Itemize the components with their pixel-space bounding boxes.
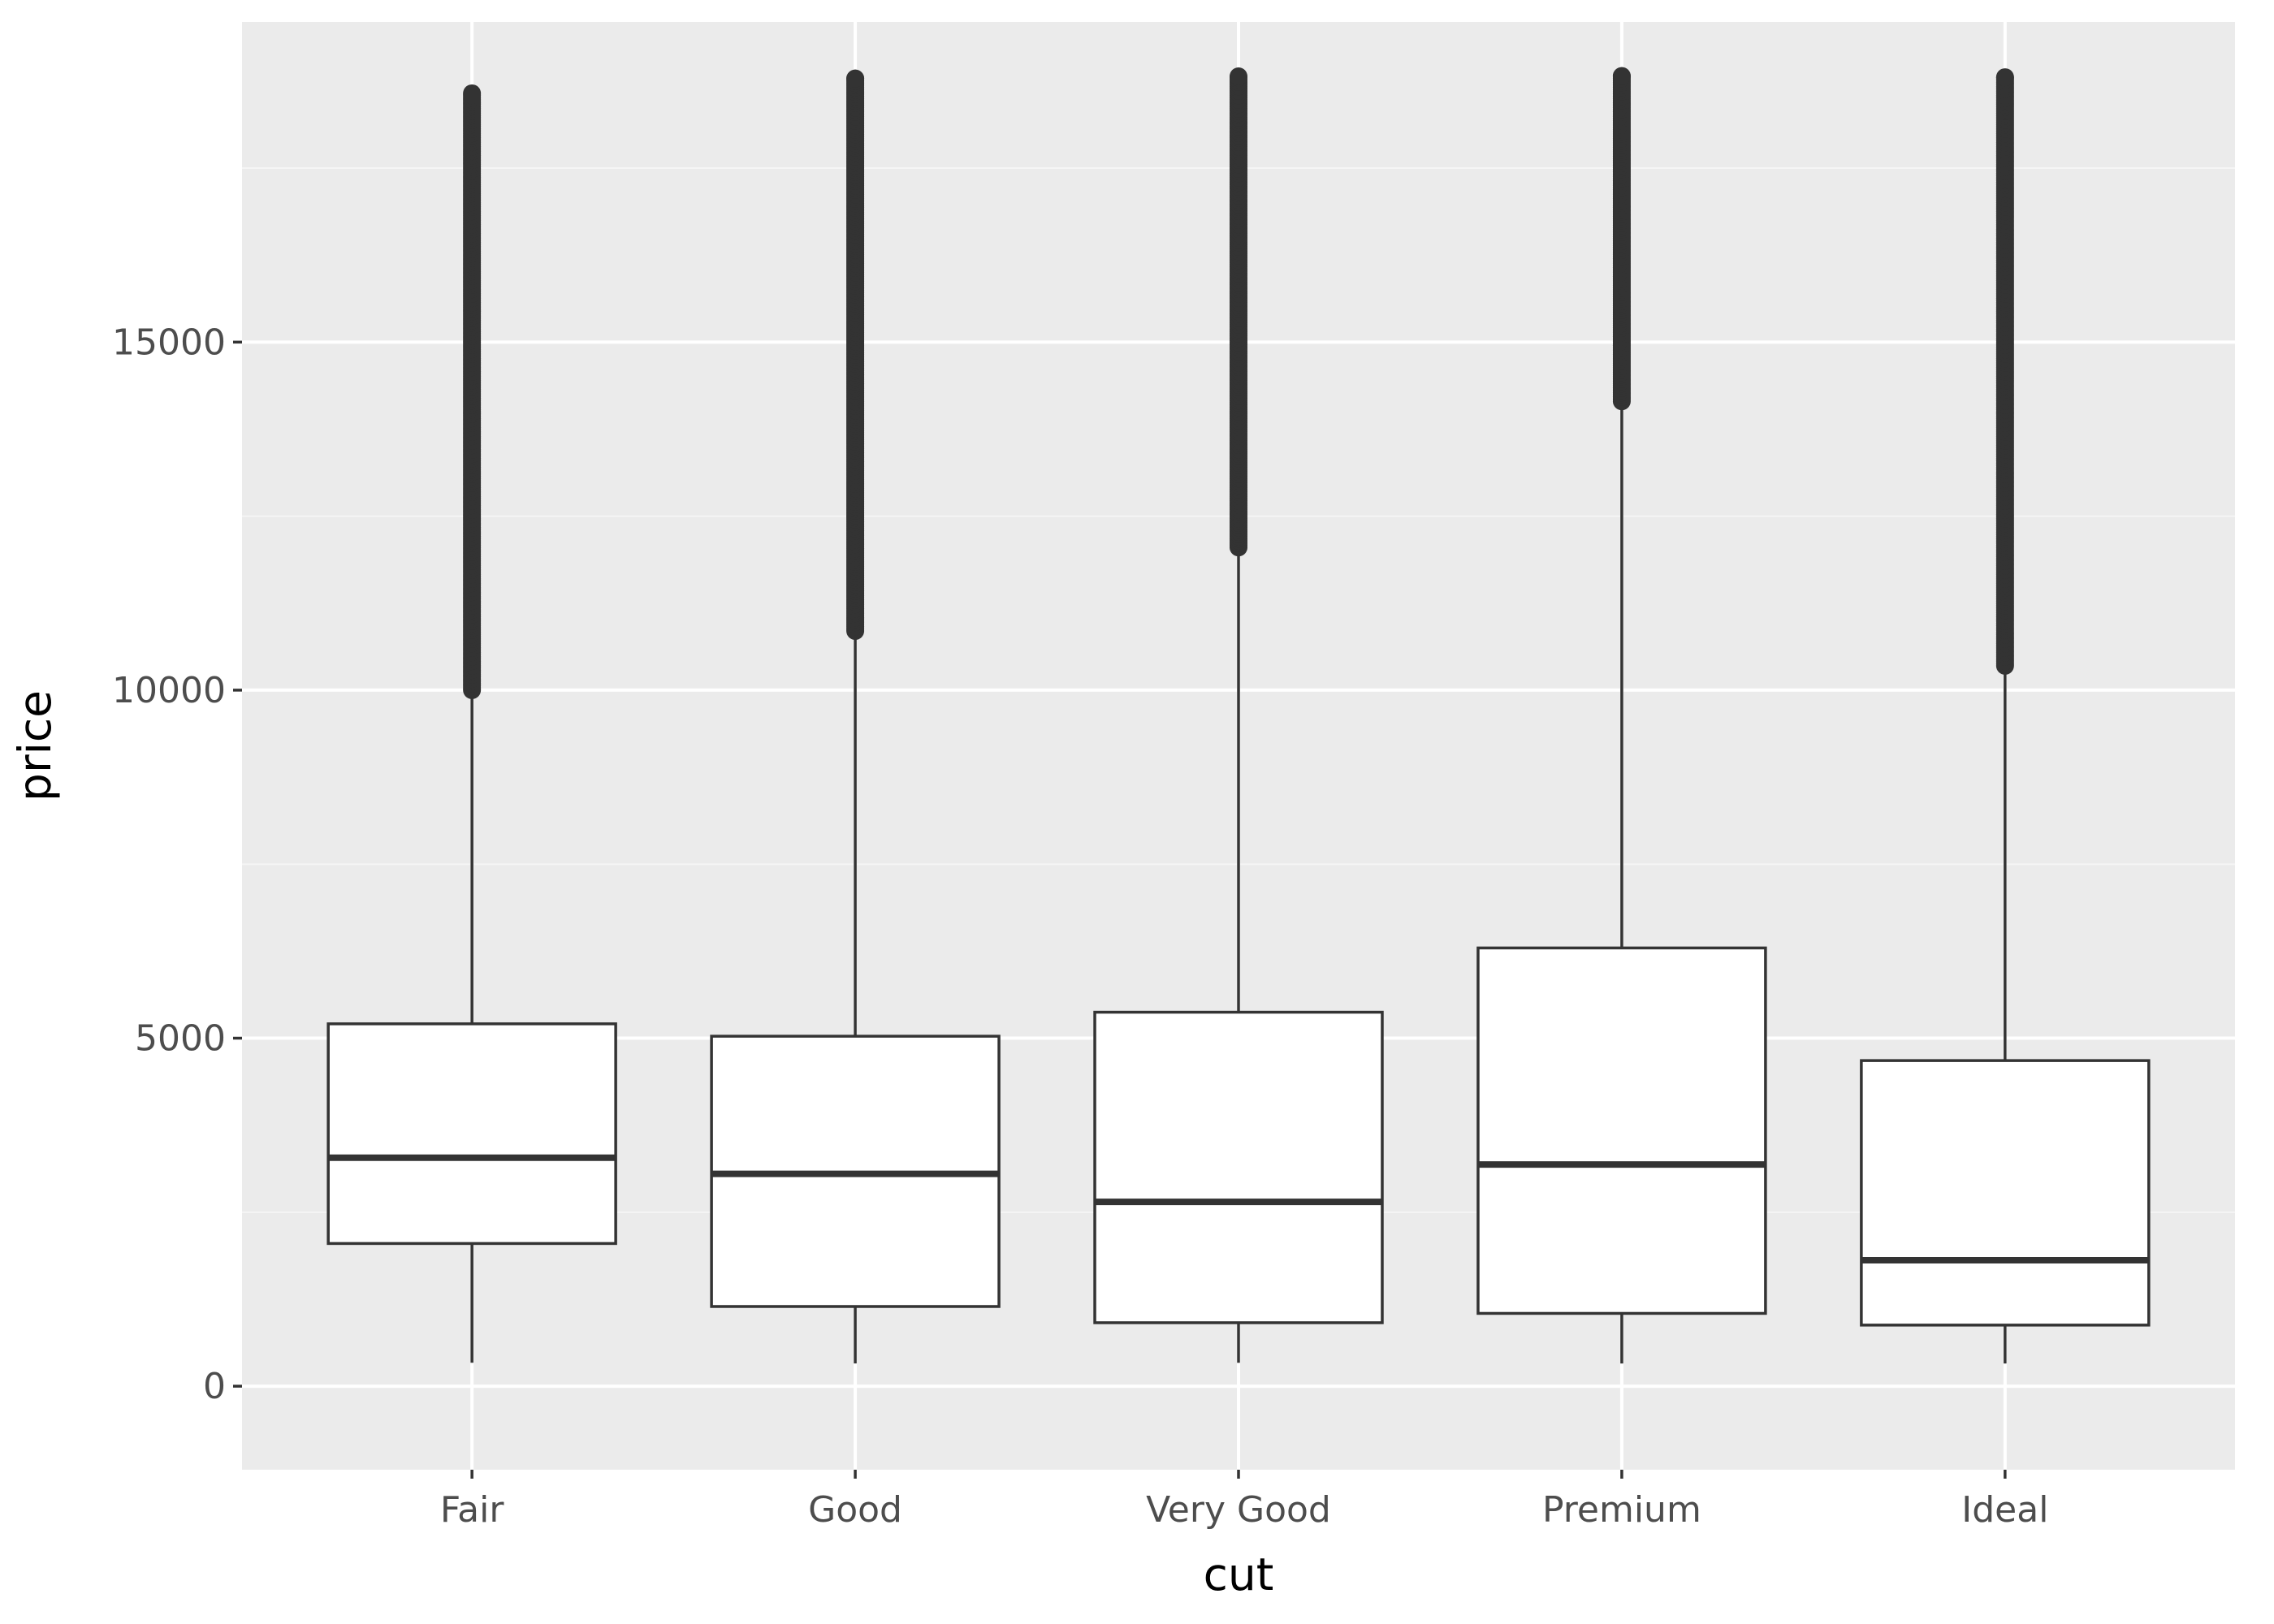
outlier-point-fair: [463, 84, 482, 102]
y-tick-label: 10000: [112, 670, 226, 711]
outlier-point-premium: [1612, 67, 1631, 85]
x-tick-label: Fair: [440, 1489, 504, 1531]
box-very-good: [1093, 1010, 1384, 1324]
x-tick-label: Good: [808, 1489, 902, 1531]
y-tick-label: 15000: [112, 322, 226, 363]
x-tick-label: Very Good: [1146, 1489, 1331, 1531]
x-tick-label: Ideal: [1961, 1489, 2048, 1531]
box-premium: [1476, 946, 1767, 1315]
x-axis-title: cut: [1204, 1548, 1274, 1600]
outlier-point-good: [846, 69, 865, 88]
outlier-point-very-good: [1230, 67, 1247, 86]
box-ideal: [1860, 1059, 2151, 1327]
x-tick-label: Premium: [1542, 1489, 1701, 1531]
y-tick-label: 5000: [135, 1018, 226, 1060]
box-fair: [326, 1022, 617, 1246]
outlier-point-ideal: [1995, 68, 2014, 87]
y-tick-label: 0: [203, 1366, 226, 1407]
y-axis-title: price: [9, 690, 61, 801]
